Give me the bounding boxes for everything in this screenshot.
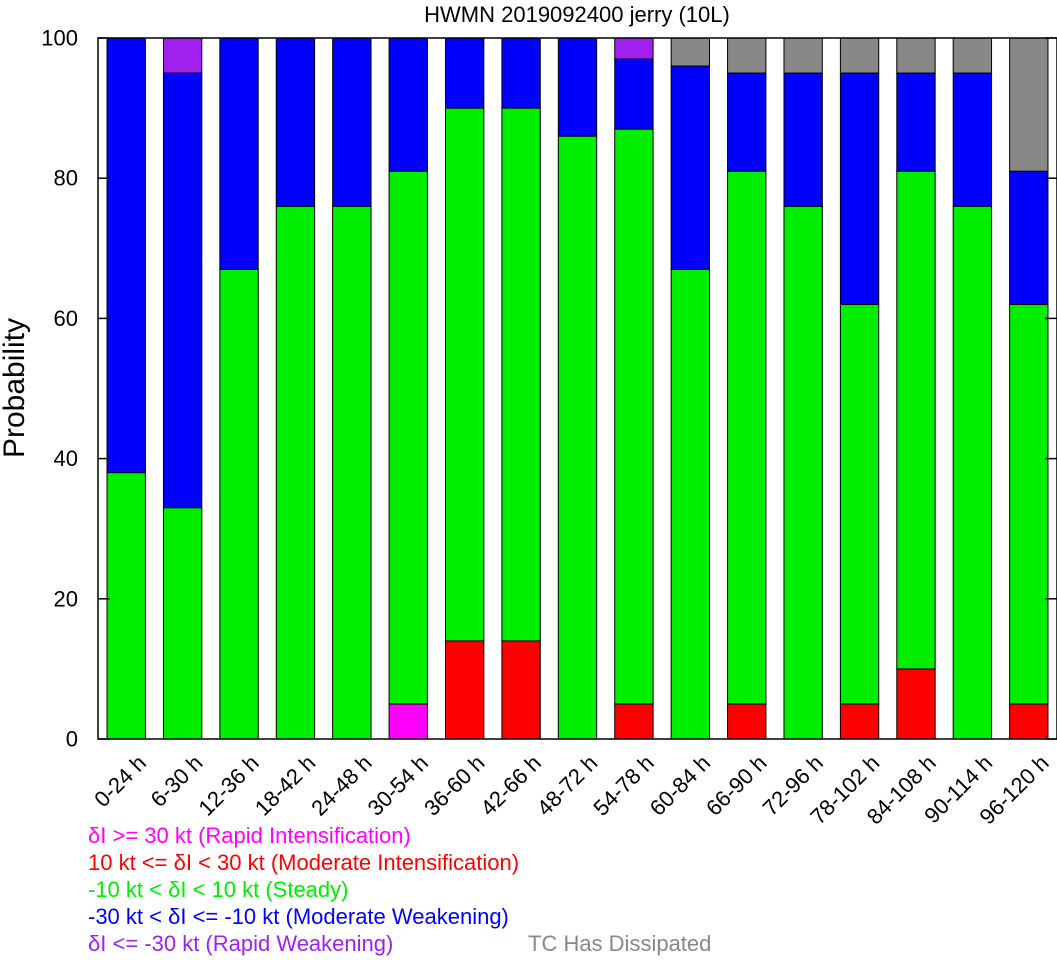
bar-segment-3-2 xyxy=(275,205,316,740)
x-tick-label: 12-36 h xyxy=(193,750,263,820)
bar-segment-1-2 xyxy=(162,507,203,740)
y-ticks-group: 0 20 40 60 80 100 xyxy=(41,26,1057,752)
bar-segment-10-5 xyxy=(670,37,711,67)
bar-segment-5-2 xyxy=(388,170,428,705)
bar-segment-4-3 xyxy=(332,37,372,207)
y-tick-label: 60 xyxy=(54,306,78,331)
legend-moderate-weakening: -30 kt < δI <= -10 kt (Moderate Weakenin… xyxy=(88,904,509,929)
y-tick-label: 80 xyxy=(54,166,78,191)
y-axis-label: Probability xyxy=(0,318,31,458)
bar-segment-15-3 xyxy=(952,72,993,207)
bar-segment-5-0 xyxy=(388,703,428,740)
legend-moderate-intensification: 10 kt <= δI < 30 kt (Moderate Intensific… xyxy=(88,850,520,875)
bar-segment-13-1 xyxy=(839,703,880,740)
bar-segment-11-2 xyxy=(727,170,767,705)
bar-segment-12-3 xyxy=(783,72,823,207)
bar-segment-15-5 xyxy=(952,37,993,74)
x-ticks-group: 0-24 h6-30 h12-36 h18-42 h24-48 h30-54 h… xyxy=(89,750,1053,829)
x-tick-label: 48-72 h xyxy=(532,750,602,820)
bar-segment-13-5 xyxy=(839,37,880,74)
bar-segment-12-5 xyxy=(783,37,823,74)
bar-segment-12-2 xyxy=(783,205,823,740)
bar-segment-9-2 xyxy=(614,128,654,705)
bar-segment-10-3 xyxy=(670,65,711,270)
x-tick-label: 36-60 h xyxy=(419,750,489,820)
x-tick-label: 0-24 h xyxy=(89,750,151,812)
y-tick-label: 20 xyxy=(54,586,78,611)
chart-title: HWMN 2019092400 jerry (10L) xyxy=(424,2,730,27)
bar-segment-6-2 xyxy=(445,107,485,642)
legend-rapid-weakening: δI <= -30 kt (Rapid Weakening) xyxy=(88,931,394,956)
x-tick-label: 24-48 h xyxy=(306,750,376,820)
y-tick-label: 40 xyxy=(54,446,78,471)
bar-segment-14-2 xyxy=(896,170,936,670)
bar-segment-1-4 xyxy=(162,37,203,74)
bar-segment-2-3 xyxy=(219,37,259,270)
bar-segment-2-2 xyxy=(219,268,259,740)
bar-segment-7-1 xyxy=(501,640,541,740)
bar-segment-15-2 xyxy=(952,205,993,740)
bar-segment-3-3 xyxy=(275,37,316,207)
x-tick-label: 42-66 h xyxy=(475,750,545,820)
bar-segment-0-3 xyxy=(106,37,146,474)
bar-segment-16-1 xyxy=(1009,703,1049,740)
plot-frame xyxy=(97,37,1057,740)
x-tick-label: 60-84 h xyxy=(645,750,715,820)
legend-steady: -10 kt < δI < 10 kt (Steady) xyxy=(88,877,349,902)
bar-segment-8-2 xyxy=(557,135,598,740)
bar-segment-4-2 xyxy=(332,205,372,740)
bar-segment-14-3 xyxy=(896,72,936,172)
legend-dissipated: TC Has Dissipated xyxy=(528,931,712,956)
bar-segment-6-3 xyxy=(445,37,485,109)
bar-segment-10-2 xyxy=(670,268,711,740)
bar-segment-16-5 xyxy=(1009,37,1049,172)
legend: δI >= 30 kt (Rapid Intensification) 10 k… xyxy=(88,822,711,957)
bar-segment-5-3 xyxy=(388,37,428,172)
bar-segment-14-1 xyxy=(896,668,936,740)
bar-segment-9-3 xyxy=(614,58,654,130)
bar-segment-13-2 xyxy=(839,303,880,705)
x-tick-label: 66-90 h xyxy=(701,750,771,820)
bar-segment-11-3 xyxy=(727,72,767,172)
bar-segment-8-3 xyxy=(557,37,598,137)
bar-segment-14-5 xyxy=(896,37,936,74)
bar-segment-11-5 xyxy=(727,37,767,74)
bar-segment-9-1 xyxy=(614,703,654,740)
bar-segment-16-2 xyxy=(1009,303,1049,705)
y-tick-label: 100 xyxy=(41,26,78,51)
x-tick-label: 18-42 h xyxy=(250,750,320,820)
x-tick-label: 30-54 h xyxy=(363,750,433,820)
bar-segment-0-2 xyxy=(106,472,146,740)
bar-segment-11-1 xyxy=(727,703,767,740)
bar-segment-13-3 xyxy=(839,72,880,305)
bar-segment-16-3 xyxy=(1009,170,1049,305)
y-tick-label: 0 xyxy=(66,727,78,752)
bar-segment-6-1 xyxy=(445,640,485,740)
bar-segment-7-2 xyxy=(501,107,541,642)
bar-segment-7-3 xyxy=(501,37,541,109)
bar-segment-9-4 xyxy=(614,37,654,60)
x-tick-label: 54-78 h xyxy=(588,750,658,820)
bars-group xyxy=(106,37,1049,740)
legend-rapid-intensification: δI >= 30 kt (Rapid Intensification) xyxy=(88,823,411,848)
bar-segment-1-3 xyxy=(162,72,203,509)
